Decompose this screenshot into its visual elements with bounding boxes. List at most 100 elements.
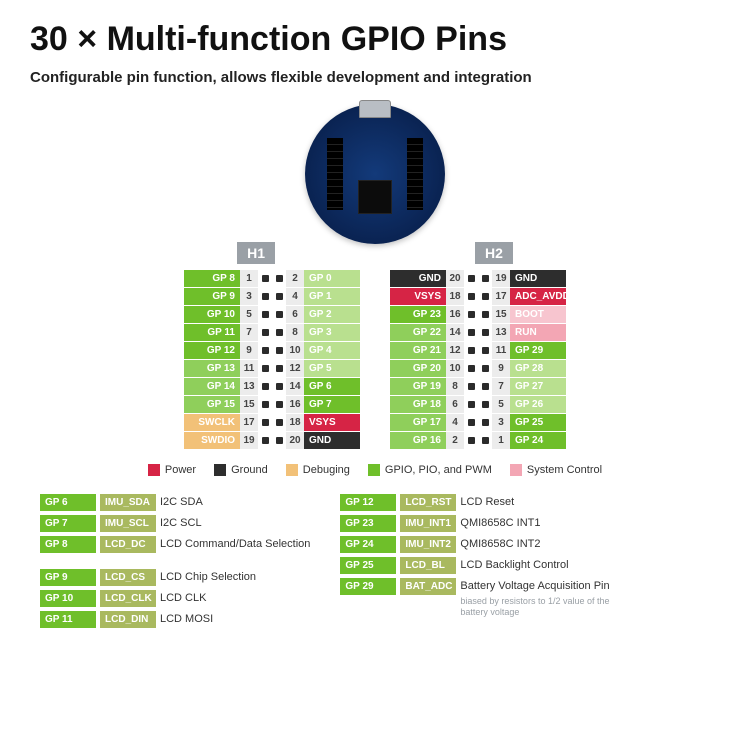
fn-gp: GP 9 (40, 569, 96, 586)
page-title: 30 × Multi-function GPIO Pins (30, 20, 720, 59)
pin-number: 12 (446, 342, 464, 359)
pin-label: GP 5 (304, 360, 360, 377)
pin-label: GP 22 (390, 324, 446, 341)
fn-desc: LCD Reset (460, 494, 514, 510)
fn-signal: LCD_DC (100, 536, 156, 553)
pin-label: GP 1 (304, 288, 360, 305)
pin-row: GP 131112GP 5 (184, 360, 360, 377)
pin-number: 2 (446, 432, 464, 449)
pin-number: 16 (286, 396, 304, 413)
pin-number: 3 (492, 414, 510, 431)
pin-row: GP 231615BOOT (390, 306, 566, 323)
pin-row: GP 141314GP 6 (184, 378, 360, 395)
pin-number: 19 (240, 432, 258, 449)
pin-number: 4 (286, 288, 304, 305)
fn-signal: IMU_INT1 (400, 515, 456, 532)
legend-swatch (286, 464, 298, 476)
pin-label: GP 21 (390, 342, 446, 359)
pin-number: 19 (492, 270, 510, 287)
pin-row: VSYS1817ADC_AVDD (390, 288, 566, 305)
fn-gp: GP 23 (340, 515, 396, 532)
pin-label: GP 2 (304, 306, 360, 323)
fn-row: GP 10LCD_CLKLCD CLK (40, 590, 310, 607)
pin-label: GP 8 (184, 270, 240, 287)
pin-label: GP 12 (184, 342, 240, 359)
fn-signal: LCD_CS (100, 569, 156, 586)
fn-desc: LCD MOSI (160, 611, 213, 627)
legend-item: GPIO, PIO, and PWM (368, 464, 492, 476)
pin-label: GP 18 (390, 396, 446, 413)
pin-number: 15 (240, 396, 258, 413)
pin-number: 5 (240, 306, 258, 323)
pin-row: GP 1987GP 27 (390, 378, 566, 395)
fn-desc: LCD CLK (160, 590, 206, 606)
pin-label: GP 4 (304, 342, 360, 359)
fn-desc: QMI8658C INT2 (460, 536, 540, 552)
legend-item: Power (148, 464, 196, 476)
pin-number: 17 (240, 414, 258, 431)
fn-row: GP 24IMU_INT2QMI8658C INT2 (340, 536, 620, 553)
pin-label: SWCLK (184, 414, 240, 431)
pin-number: 2 (286, 270, 304, 287)
pin-label: ADC_AVDD (510, 288, 566, 305)
legend-label: Debuging (303, 464, 350, 476)
fn-gp: GP 12 (340, 494, 396, 511)
pin-label: VSYS (304, 414, 360, 431)
fn-desc: I2C SDA (160, 494, 203, 510)
fn-gp: GP 6 (40, 494, 96, 511)
pin-number: 14 (286, 378, 304, 395)
function-map-left: GP 6IMU_SDAI2C SDAGP 7IMU_SCLI2C SCLGP 8… (40, 494, 310, 628)
fn-row: GP 29BAT_ADCBattery Voltage Acquisition … (340, 578, 620, 618)
pin-number: 5 (492, 396, 510, 413)
pin-number: 7 (240, 324, 258, 341)
legend-label: Ground (231, 464, 268, 476)
pin-number: 11 (240, 360, 258, 377)
pin-label: GP 15 (184, 396, 240, 413)
pin-label: RUN (510, 324, 566, 341)
pin-row: GP 1621GP 24 (390, 432, 566, 449)
pin-label: GP 24 (510, 432, 566, 449)
legend-label: System Control (527, 464, 602, 476)
pin-number: 17 (492, 288, 510, 305)
pin-row: SWDIO1920GND (184, 432, 360, 449)
fn-row: GP 12LCD_RSTLCD Reset (340, 494, 620, 511)
fn-desc: LCD Backlight Control (460, 557, 568, 573)
pin-label: GP 17 (390, 414, 446, 431)
pin-label: GP 19 (390, 378, 446, 395)
legend: Power Ground Debuging GPIO, PIO, and PWM Sys… (30, 464, 720, 476)
pin-label: GP 6 (304, 378, 360, 395)
pin-row: GP 221413RUN (390, 324, 566, 341)
fn-gp: GP 24 (340, 536, 396, 553)
fn-gp: GP 11 (40, 611, 96, 628)
pin-label: GP 26 (510, 396, 566, 413)
legend-swatch (510, 464, 522, 476)
pin-label: GP 23 (390, 306, 446, 323)
pin-row: GND2019GND (390, 270, 566, 287)
pin-number: 13 (492, 324, 510, 341)
fn-desc: LCD Command/Data Selection (160, 536, 310, 552)
pin-label: BOOT (510, 306, 566, 323)
header-h1-label: H1 (237, 242, 275, 264)
fn-row: GP 9LCD_CSLCD Chip Selection (40, 569, 310, 586)
pin-number: 1 (240, 270, 258, 287)
pin-label: GP 28 (510, 360, 566, 377)
pin-label: GP 20 (390, 360, 446, 377)
pin-number: 6 (286, 306, 304, 323)
pin-number: 11 (492, 342, 510, 359)
fn-desc: I2C SCL (160, 515, 202, 531)
pinout-h2: GND2019GNDVSYS1817ADC_AVDDGP 231615BOOTG… (390, 270, 566, 450)
function-map-right: GP 12LCD_RSTLCD Reset GP 23IMU_INT1QMI865… (340, 494, 620, 628)
pin-number: 12 (286, 360, 304, 377)
legend-item: Ground (214, 464, 268, 476)
fn-gp: GP 7 (40, 515, 96, 532)
fn-signal: LCD_RST (400, 494, 456, 511)
pin-number: 9 (492, 360, 510, 377)
pin-row: GP 1056GP 2 (184, 306, 360, 323)
fn-signal: BAT_ADC (400, 578, 456, 595)
pin-number: 4 (446, 414, 464, 431)
pin-row: GP 1743GP 25 (390, 414, 566, 431)
pin-number: 3 (240, 288, 258, 305)
fn-desc: QMI8658C INT1 (460, 515, 540, 531)
pin-number: 7 (492, 378, 510, 395)
fn-row: GP 8LCD_DCLCD Command/Data Selection (40, 536, 310, 553)
